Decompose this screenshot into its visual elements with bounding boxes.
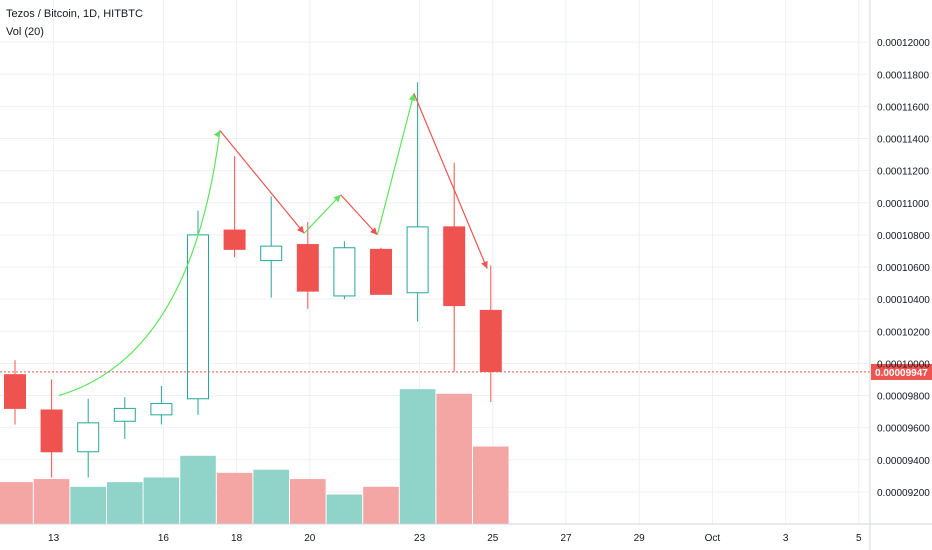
last-price-line: 0.00009947 (0, 363, 932, 380)
price-tick-label: 0.00009400 (877, 456, 930, 467)
date-tick-label: 25 (487, 533, 499, 544)
volume-bar (399, 389, 436, 524)
grid (0, 0, 870, 524)
price-tick-label: 0.00009200 (877, 488, 930, 499)
chart-title: Tezos / Bitcoin, 1D, HITBTC (6, 8, 143, 20)
volume-bar (70, 486, 106, 524)
volume-bar (253, 469, 289, 524)
arrow-head (481, 260, 488, 269)
price-tick-label: 0.00010400 (877, 295, 930, 306)
last-price-badge (871, 363, 932, 380)
arrow-head (370, 227, 378, 235)
trend-drawings (58, 93, 488, 397)
candle-body-up (150, 403, 173, 416)
last-price-label: 0.00009947 (875, 368, 928, 379)
price-tick-label: 0.00009800 (877, 392, 930, 403)
price-tick-label: 0.00010600 (877, 263, 930, 274)
date-tick-label: 13 (48, 533, 60, 544)
arrow-head (333, 194, 341, 203)
trend-arrow (303, 194, 342, 234)
candle-body-up (333, 247, 356, 297)
candle-body-down (443, 226, 466, 307)
candles (4, 82, 502, 478)
candle-body-up (113, 407, 136, 422)
candle-body-down (223, 229, 246, 250)
date-tick-label: 29 (634, 533, 646, 544)
date-tick-label: 27 (560, 533, 572, 544)
price-tick-label: 0.00009600 (877, 424, 930, 435)
candle-body-down (296, 244, 319, 292)
candle-body-down (479, 309, 502, 372)
volume-bar (473, 446, 509, 524)
candle-body-up (77, 422, 100, 453)
volume-bar (290, 479, 326, 524)
price-tick-label: 0.00011000 (877, 199, 930, 210)
price-tick-label: 0.00010200 (877, 327, 930, 338)
candle-body-down (370, 248, 392, 295)
candle-body-up (187, 234, 209, 400)
price-tick-label: 0.00011400 (877, 135, 930, 146)
trend-arrow (340, 194, 378, 236)
arrow-head (296, 225, 305, 234)
date-tick-label: 16 (158, 533, 170, 544)
price-tick-label: 0.00010000 (877, 359, 930, 370)
price-tick-label: 0.00011600 (877, 102, 930, 113)
volume-bar (436, 393, 472, 524)
volume-bar (0, 482, 33, 524)
volume-bar (107, 482, 143, 524)
price-tick-label: 0.00011800 (877, 70, 930, 81)
date-tick-label: 18 (231, 533, 243, 544)
volume-bars (0, 389, 509, 524)
candle-body-down (40, 409, 63, 453)
volume-bar (363, 486, 399, 524)
price-tick-label: 0.00010800 (877, 231, 930, 242)
trend-arrow (376, 93, 415, 236)
candle-body-up (406, 226, 429, 294)
volume-indicator-label: Vol (20) (6, 26, 44, 38)
volume-bar (180, 455, 216, 524)
price-tick-label: 0.00011200 (877, 167, 930, 178)
date-tick-label: Oct (705, 533, 721, 544)
date-tick-label: 23 (414, 533, 426, 544)
trend-arrow (219, 130, 305, 234)
trend-arrow (413, 93, 488, 269)
date-tick-label: 20 (304, 533, 316, 544)
candle-body-down (4, 374, 26, 409)
date-tick-label: 5 (856, 533, 862, 544)
arrow-head (408, 93, 416, 102)
price-tick-label: 0.00012000 (877, 38, 930, 49)
date-tick-label: 3 (783, 533, 789, 544)
volume-bar (33, 479, 70, 524)
candle-body-up (260, 245, 283, 262)
volume-bar (143, 477, 180, 524)
arrow-head (213, 130, 220, 138)
trend-curve (58, 130, 221, 397)
volume-bar (216, 472, 253, 524)
volume-bar (326, 494, 363, 524)
